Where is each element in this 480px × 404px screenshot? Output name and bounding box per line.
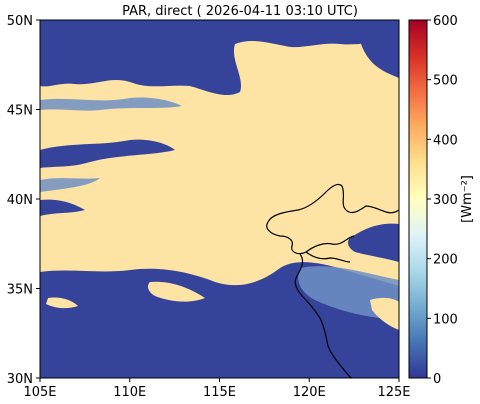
colorbar-tick-label: 400 bbox=[433, 133, 458, 148]
cloud-region-north bbox=[40, 20, 399, 96]
colorbar-tick-label: 200 bbox=[433, 253, 458, 268]
lat-tick-label: 30N bbox=[7, 372, 33, 387]
colorbar: 0 100 200 300 400 500 600 [Wm⁻²] bbox=[408, 14, 475, 387]
lat-axis: 50N 45N 40N 35N 30N bbox=[7, 14, 40, 387]
coastline-bohai bbox=[267, 183, 399, 223]
cloud-streak-mid-1 bbox=[40, 139, 175, 168]
cloud-streak-northwest bbox=[40, 97, 182, 111]
colorbar-tick-label: 0 bbox=[433, 372, 441, 387]
colorbar-label: [Wm⁻²] bbox=[460, 175, 475, 223]
colorbar-tick-label: 100 bbox=[433, 312, 458, 327]
lat-tick-label: 50N bbox=[7, 14, 33, 29]
lon-axis: 105E 110E 115E 120E 125E bbox=[23, 378, 411, 400]
lon-tick-label: 125E bbox=[377, 385, 410, 400]
cloud-patch-west bbox=[40, 199, 85, 216]
colorbar-tick-label: 300 bbox=[433, 193, 458, 208]
coastline-shandong bbox=[294, 253, 353, 378]
coastline-peninsula bbox=[305, 251, 351, 263]
cloud-streak-mid-2 bbox=[40, 178, 100, 192]
colorbar-tick-label: 600 bbox=[433, 14, 458, 29]
cloud-region-north-east bbox=[358, 20, 399, 78]
colorbar-ticks: 0 100 200 300 400 500 600 bbox=[427, 14, 458, 387]
colorbar-gradient bbox=[408, 19, 428, 379]
lat-tick-label: 45N bbox=[7, 104, 33, 119]
lon-tick-label: 115E bbox=[203, 385, 236, 400]
cloud-patch-northeast bbox=[347, 223, 399, 262]
coastline-liaodong bbox=[266, 221, 355, 255]
clear-gap-south-central bbox=[147, 281, 205, 302]
lon-tick-label: 110E bbox=[113, 385, 146, 400]
clear-gap-southwest bbox=[46, 297, 78, 309]
lon-tick-label: 105E bbox=[23, 385, 56, 400]
lat-tick-label: 35N bbox=[7, 283, 33, 298]
clear-gap-southeast bbox=[370, 297, 399, 330]
map-title: PAR, direct ( 2026-04-11 03:10 UTC) bbox=[122, 4, 358, 19]
lon-tick-label: 120E bbox=[293, 385, 326, 400]
lat-tick-label: 40N bbox=[7, 193, 33, 208]
colorbar-tick-label: 500 bbox=[433, 74, 458, 89]
map-panel bbox=[40, 20, 399, 378]
